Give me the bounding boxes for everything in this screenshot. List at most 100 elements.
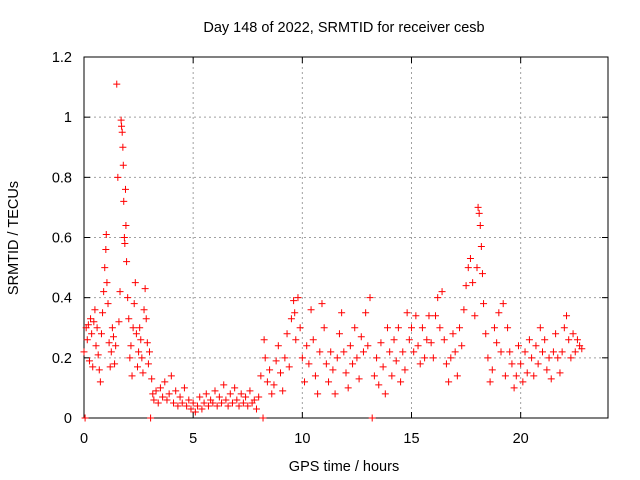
data-point: [521, 348, 529, 356]
data-point: [357, 333, 365, 341]
data-point: [462, 282, 470, 290]
x-axis-label: GPS time / hours: [289, 459, 399, 475]
data-point: [478, 270, 486, 278]
data-point: [303, 342, 311, 350]
data-point: [172, 387, 180, 395]
x-tick-label: 0: [80, 431, 88, 447]
data-point: [102, 246, 110, 254]
x-tick-label: 20: [513, 431, 529, 447]
data-point: [292, 336, 300, 344]
x-tick-labels: 0 5 10 15 20: [80, 431, 529, 447]
data-point: [390, 336, 398, 344]
data-point: [486, 378, 494, 386]
data-point: [233, 396, 241, 404]
data-point: [200, 399, 208, 407]
data-point: [99, 309, 107, 317]
data-point: [512, 372, 520, 380]
data-point: [198, 405, 206, 413]
data-point: [338, 309, 346, 317]
data-point: [118, 128, 126, 136]
data-point: [556, 369, 564, 377]
data-point: [187, 405, 195, 413]
data-point: [342, 369, 350, 377]
data-point: [405, 336, 413, 344]
data-point: [488, 366, 496, 374]
data-point: [174, 402, 182, 410]
data-point: [250, 396, 258, 404]
data-point: [322, 360, 330, 368]
data-point: [277, 369, 284, 377]
data-point: [316, 348, 324, 356]
data-point: [97, 330, 105, 338]
data-point: [532, 342, 540, 350]
data-point: [423, 336, 431, 344]
data-point: [344, 384, 352, 392]
data-point: [565, 336, 573, 344]
data-point: [209, 399, 217, 407]
data-point: [434, 294, 442, 302]
data-point: [137, 336, 145, 344]
data-point: [257, 372, 265, 380]
data-point: [176, 393, 184, 401]
data-point: [259, 414, 267, 422]
data-point: [189, 399, 197, 407]
data-point: [113, 80, 121, 88]
data-point: [325, 378, 333, 386]
data-point: [252, 405, 260, 413]
data-point: [309, 336, 317, 344]
data-point: [571, 348, 579, 356]
data-point: [127, 342, 135, 350]
data-point: [211, 387, 219, 395]
data-point: [87, 315, 95, 323]
data-point: [106, 363, 114, 371]
data-point: [132, 330, 140, 338]
data-point: [421, 354, 429, 362]
data-point: [476, 221, 484, 229]
data-point: [499, 300, 507, 308]
data-point: [432, 312, 440, 320]
data-point: [464, 264, 472, 272]
data-point: [226, 390, 234, 398]
axis-ticks: [83, 56, 608, 419]
data-point: [125, 315, 133, 323]
data-point: [121, 185, 129, 193]
data-point: [379, 363, 387, 371]
data-point: [81, 414, 89, 422]
data-point: [327, 348, 335, 356]
data-point: [261, 354, 269, 362]
data-point: [514, 342, 522, 350]
y-tick-label: 0: [64, 411, 72, 427]
data-point: [541, 336, 549, 344]
data-point: [355, 375, 363, 383]
data-point: [508, 360, 516, 368]
data-point: [497, 348, 505, 356]
data-point: [370, 372, 378, 380]
data-point: [364, 342, 372, 350]
data-point: [294, 294, 302, 302]
y-tick-label: 0.6: [52, 231, 72, 247]
data-point: [136, 324, 144, 332]
data-point: [215, 393, 223, 401]
y-tick-label: 1.2: [52, 50, 72, 66]
data-point: [320, 324, 328, 332]
data-point: [331, 390, 339, 398]
data-point: [449, 330, 457, 338]
data-point: [114, 173, 122, 181]
data-point: [285, 363, 293, 371]
data-point: [119, 161, 127, 169]
data-point: [80, 348, 88, 356]
data-point: [301, 378, 309, 386]
data-point: [143, 339, 151, 347]
y-axis-label: SRMTID / TECUs: [6, 181, 22, 295]
data-point: [519, 378, 527, 386]
data-point: [91, 306, 99, 314]
data-point: [311, 372, 319, 380]
data-point: [560, 324, 568, 332]
data-point: [329, 366, 337, 374]
data-point: [569, 330, 577, 338]
data-point: [109, 333, 117, 341]
data-point: [180, 384, 188, 392]
data-point: [394, 324, 402, 332]
data-point: [473, 264, 481, 272]
